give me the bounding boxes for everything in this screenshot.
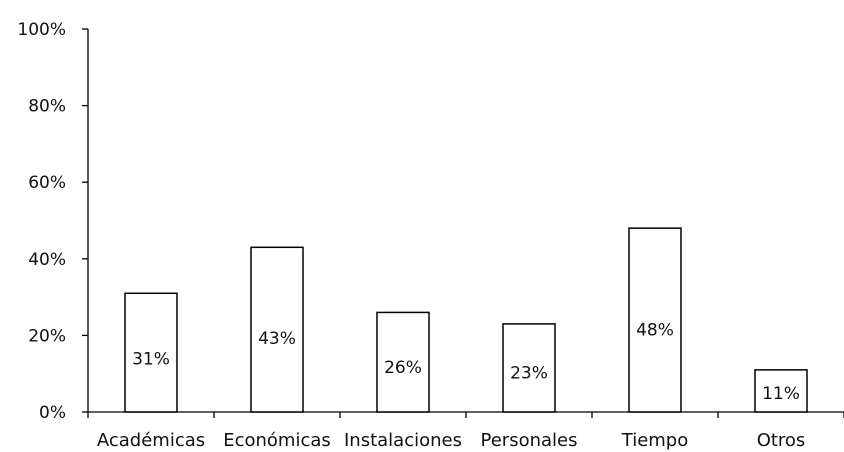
data-label: 31% (132, 350, 170, 370)
bar-tiempo (628, 227, 682, 413)
y-tick-label: 20% (28, 326, 66, 346)
y-axis: 0% 20% 40% 60% 80% 100% (17, 20, 89, 423)
bar-instalaciones (376, 311, 430, 413)
bar-académicas (124, 292, 178, 413)
x-category-label: Tiempo (621, 430, 689, 451)
data-label: 26% (384, 358, 422, 378)
data-label: 11% (762, 384, 800, 404)
y-tick-label: 80% (28, 97, 66, 117)
x-category-label: Personales (481, 430, 578, 451)
data-label: 48% (636, 320, 674, 340)
data-label: 23% (510, 363, 548, 383)
bar-económicas (250, 246, 304, 413)
x-category-label: Económicas (223, 430, 331, 451)
x-category-label: Académicas (97, 430, 205, 451)
bar-otros (754, 369, 808, 413)
y-tick-label: 40% (28, 250, 66, 270)
y-tick-label: 100% (17, 20, 66, 40)
x-axis: Académicas Económicas Instalaciones Persona… (87, 411, 844, 451)
bar-personales (502, 323, 556, 413)
y-tick-label: 60% (28, 173, 66, 193)
x-category-label: Otros (757, 430, 806, 451)
y-tick-label: 0% (39, 403, 66, 423)
bars (124, 227, 808, 413)
x-category-label: Instalaciones (344, 430, 462, 451)
data-label: 43% (258, 329, 296, 349)
data-labels: 31% 43% 26% 23% 48% 11% (132, 320, 800, 404)
